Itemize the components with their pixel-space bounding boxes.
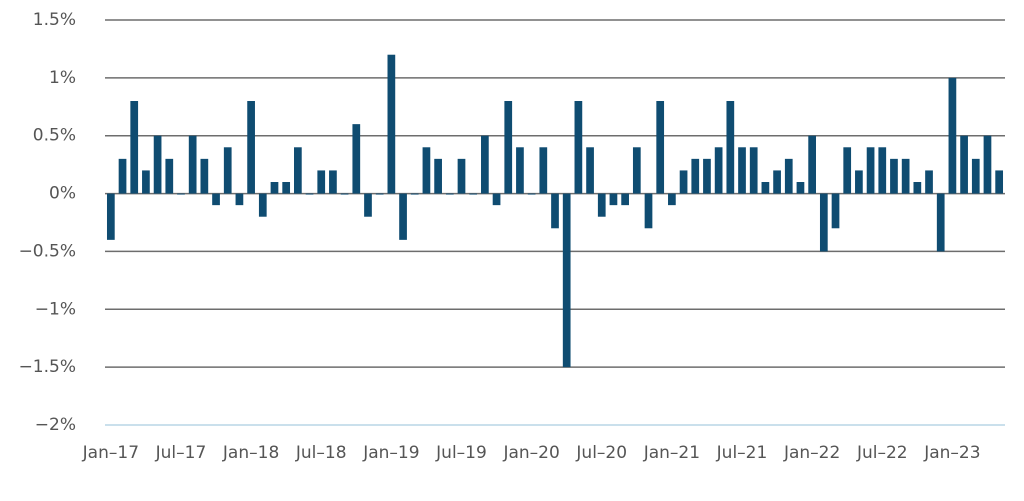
bar (855, 170, 863, 194)
bar (913, 182, 922, 194)
bar (106, 193, 115, 240)
bar (387, 54, 396, 194)
bar (177, 193, 185, 195)
bar (726, 101, 735, 194)
bar (481, 135, 489, 194)
x-tick-label: Jan–20 (502, 443, 559, 463)
y-tick-label: 1.5% (33, 10, 76, 30)
bar (118, 158, 127, 194)
bar (469, 193, 478, 195)
bar (422, 147, 431, 194)
x-tick-label: Jul–19 (435, 443, 487, 463)
bar (878, 147, 887, 194)
bar (808, 135, 816, 194)
bar (410, 193, 419, 195)
bar (340, 193, 349, 195)
bar (668, 193, 676, 206)
y-tick-label: −0.5% (19, 241, 76, 261)
bar (679, 170, 688, 194)
bar (597, 193, 606, 217)
bar (901, 158, 910, 194)
x-tick-label: Jul–17 (155, 443, 207, 463)
bar (153, 135, 162, 194)
bar (574, 101, 583, 194)
y-tick-label: 0.5% (33, 126, 76, 146)
bar (562, 193, 571, 368)
bar (796, 182, 805, 194)
bar (223, 147, 232, 194)
bar (586, 147, 594, 194)
y-tick-label: 1% (49, 68, 76, 88)
bar (445, 193, 454, 195)
bar (971, 158, 980, 194)
bar (165, 158, 174, 194)
bar (527, 193, 536, 195)
bar (235, 193, 244, 206)
x-tick-label: Jan–18 (222, 443, 279, 463)
bar (749, 147, 758, 194)
bar (995, 170, 1004, 194)
bar (305, 193, 314, 195)
bar (714, 147, 723, 194)
bar (294, 147, 302, 194)
bar (364, 193, 372, 217)
bar (504, 101, 513, 194)
x-tick-label: Jul–21 (716, 443, 768, 463)
bar (983, 135, 992, 194)
x-tick-label: Jan–17 (82, 443, 139, 463)
bar (142, 170, 150, 194)
bar (270, 182, 279, 194)
bar (282, 182, 291, 194)
bar (632, 147, 641, 194)
bar (492, 193, 501, 206)
bar (738, 147, 746, 194)
bar (247, 101, 255, 194)
x-tick-label: Jan–21 (643, 443, 700, 463)
y-tick-label: −1.5% (19, 357, 76, 377)
y-tick-label: 0% (49, 184, 76, 204)
bar (457, 158, 466, 194)
x-tick-label: Jul–18 (295, 443, 347, 463)
bar (831, 193, 840, 229)
bar (773, 170, 781, 194)
bar (843, 147, 852, 194)
bar (936, 193, 945, 252)
bar (352, 124, 361, 194)
bar (644, 193, 653, 229)
bar (948, 77, 957, 194)
bar (258, 193, 267, 217)
bar (130, 101, 139, 194)
bar (399, 193, 407, 240)
bar (375, 193, 384, 195)
bar (703, 158, 711, 194)
bar (925, 170, 933, 194)
bar (890, 158, 898, 194)
x-tick-label: Jul–22 (856, 443, 908, 463)
bar (539, 147, 548, 194)
bar (609, 193, 618, 206)
bar (960, 135, 968, 194)
bar (329, 170, 337, 194)
bar (434, 158, 442, 194)
x-tick-label: Jul–20 (575, 443, 627, 463)
bar (761, 182, 770, 194)
bar (200, 158, 209, 194)
bar (656, 101, 665, 194)
bar (866, 147, 875, 194)
bar (621, 193, 629, 206)
x-tick-label: Jan–23 (923, 443, 980, 463)
bar (516, 147, 524, 194)
bar (188, 135, 197, 194)
y-tick-label: −1% (35, 299, 76, 319)
x-tick-label: Jan–22 (783, 443, 840, 463)
bar (819, 193, 828, 252)
y-tick-label: −2% (35, 415, 76, 435)
bar (691, 158, 700, 194)
bar (317, 170, 326, 194)
bar (551, 193, 559, 229)
bar (784, 158, 793, 194)
x-tick-label: Jan–19 (362, 443, 419, 463)
bar (212, 193, 220, 206)
